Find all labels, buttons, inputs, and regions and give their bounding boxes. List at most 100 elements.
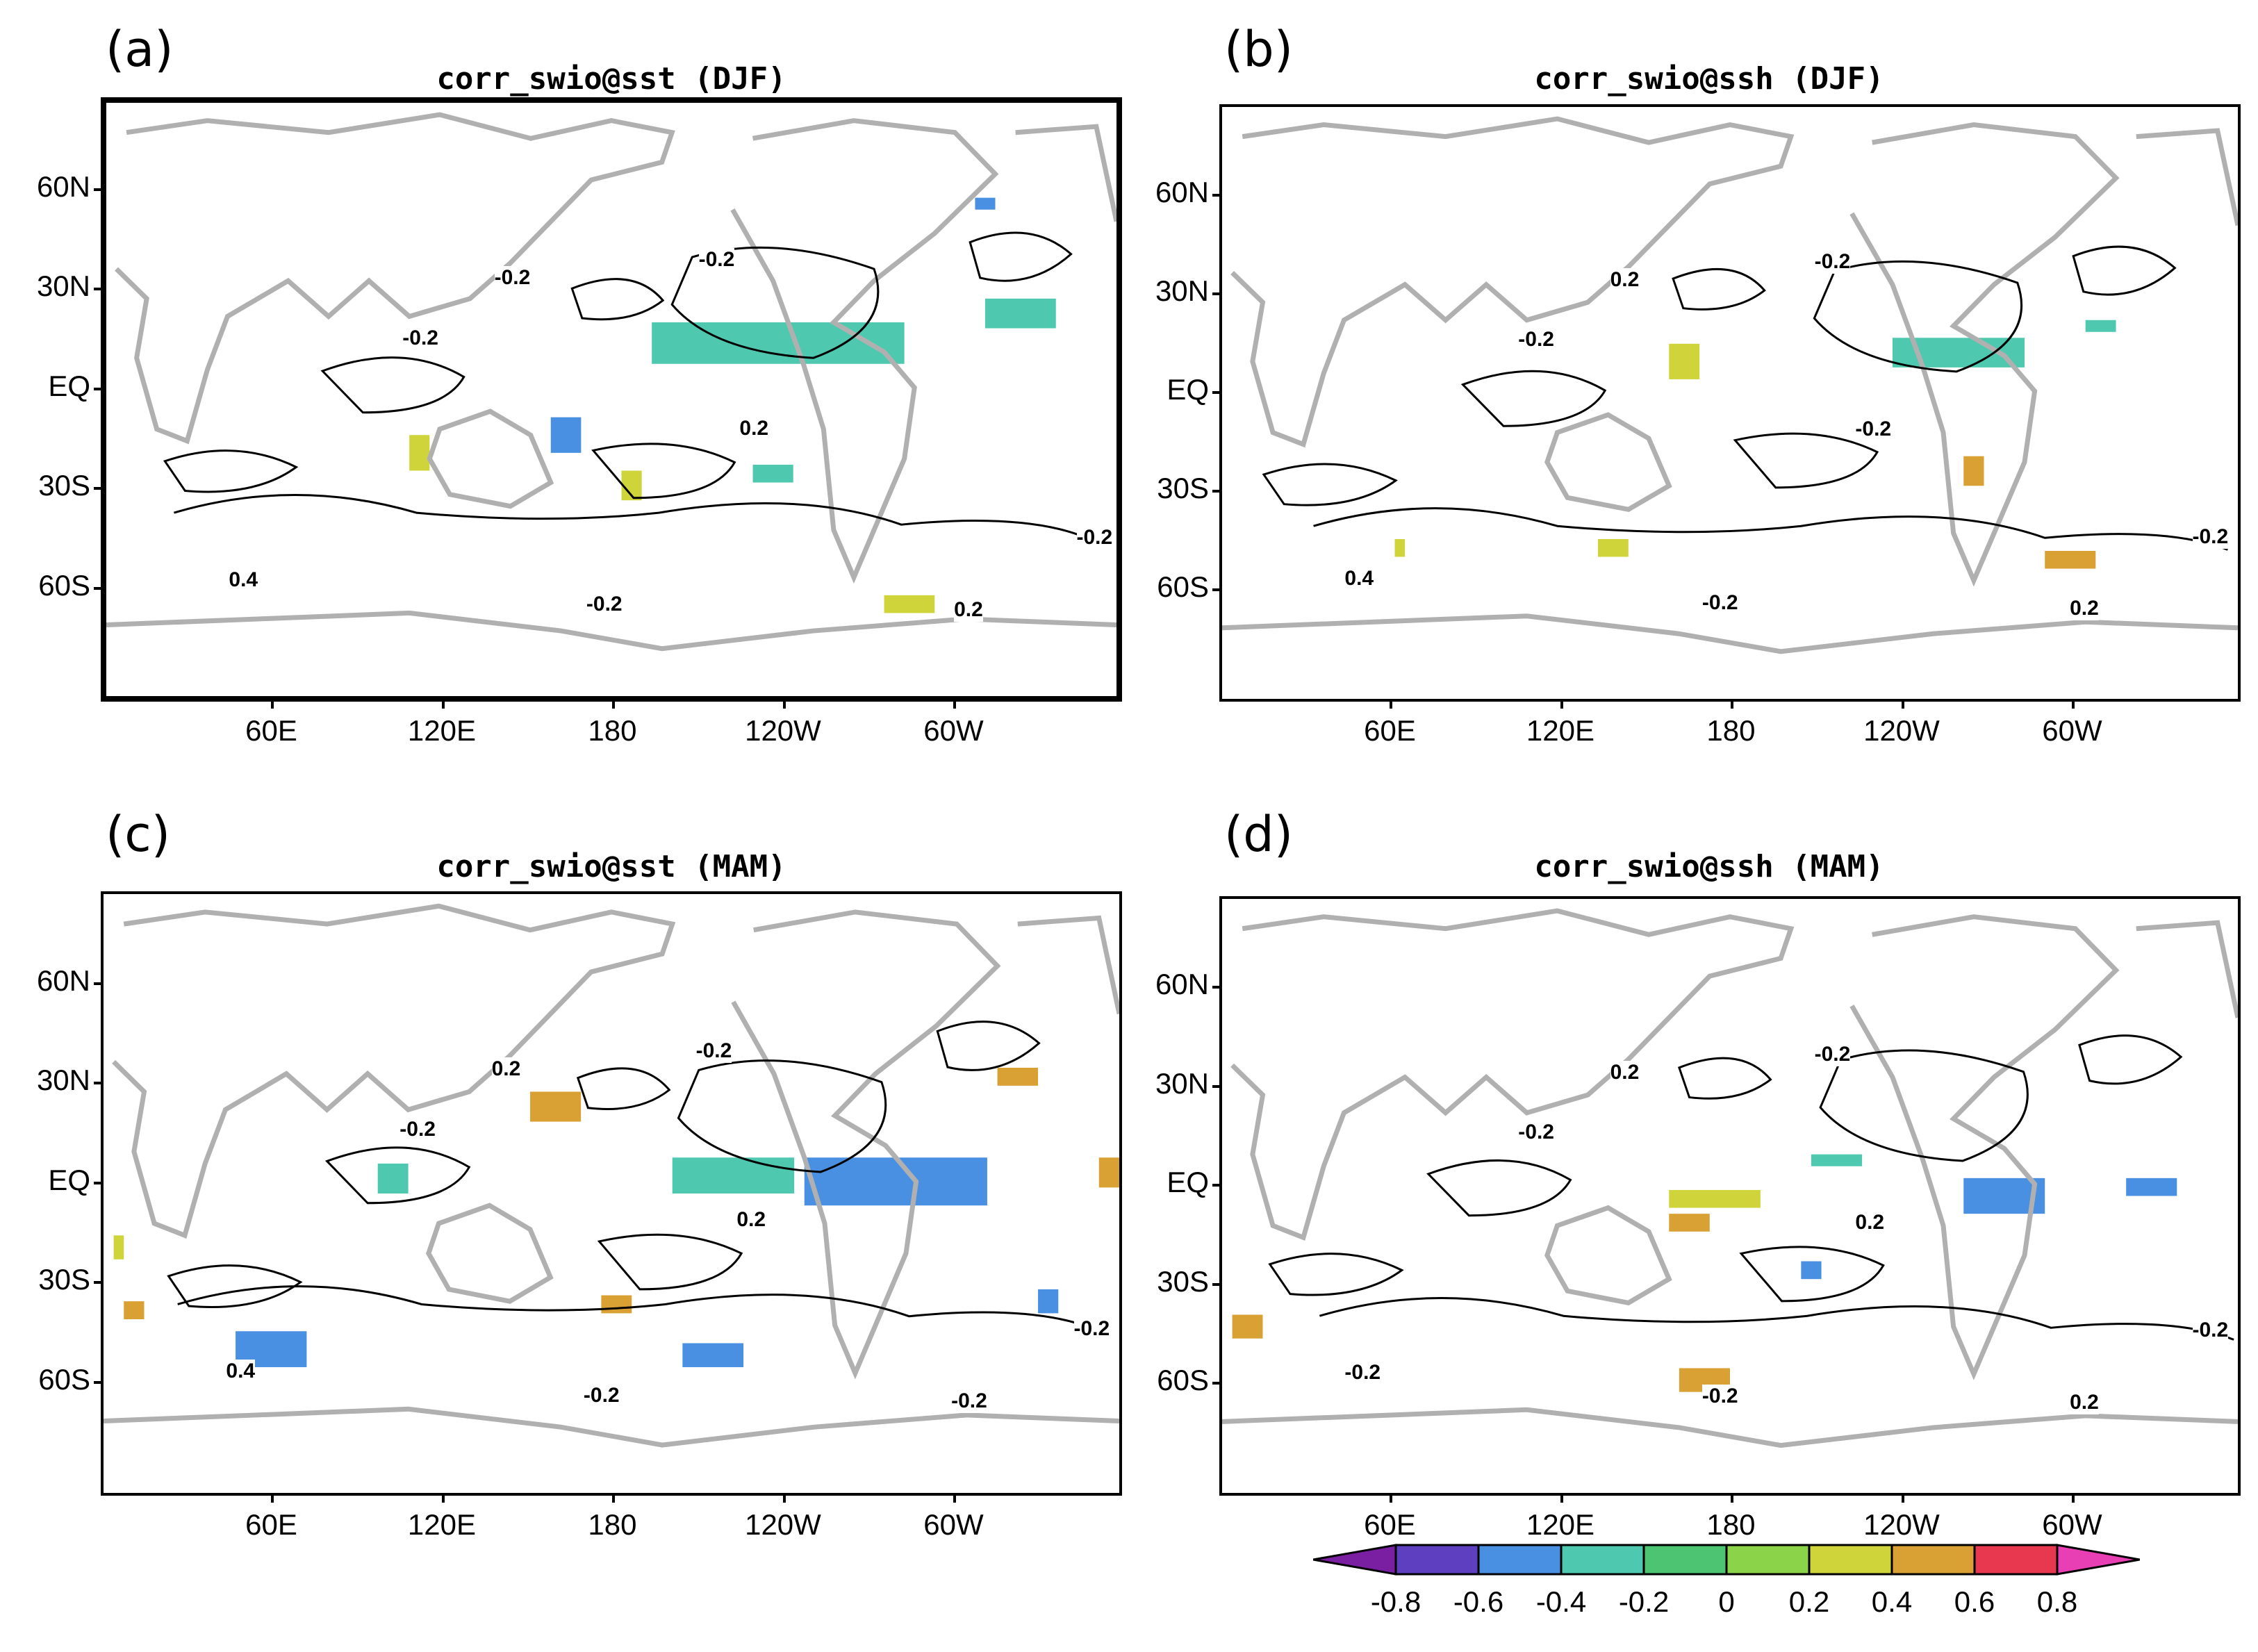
y-tick-label: 30N [1155, 274, 1209, 307]
panel-title: corr_swio@sst (MAM) [436, 849, 786, 884]
contour-line [1314, 509, 2228, 550]
colorbar-swatch [1725, 1544, 1811, 1576]
contour-line [578, 1068, 670, 1109]
y-tick-label: 60S [38, 568, 90, 602]
coastline [2136, 923, 2238, 1018]
y-tick [94, 1082, 102, 1085]
contour-label: 0.2 [1610, 1061, 1640, 1084]
shaded-region-teal [377, 1163, 409, 1193]
contour-label: -0.2 [1518, 1121, 1554, 1145]
contour-label: 0.4 [229, 568, 258, 592]
contour-line [678, 1061, 885, 1172]
contour-label: -0.2 [1073, 1317, 1110, 1341]
shaded-region-blue [975, 197, 996, 210]
contour-label: 0.2 [2070, 1390, 2099, 1414]
y-tick [1212, 1084, 1221, 1088]
contour-label: -0.2 [399, 1117, 436, 1141]
contour-line [593, 444, 735, 498]
map-plot [1222, 107, 2238, 699]
x-tick [1901, 700, 1904, 709]
shaded-region-orange [2045, 551, 2096, 569]
shaded-region-yellow [113, 1235, 124, 1259]
contour-line [1264, 464, 1396, 505]
x-tick-label: 120E [407, 714, 477, 747]
y-tick [94, 387, 102, 390]
shaded-region-blue [550, 417, 582, 453]
shaded-region-blue [2126, 1178, 2177, 1196]
shaded-region-orange [124, 1301, 145, 1320]
x-tick [1390, 700, 1393, 709]
shaded-region-yellow [409, 435, 430, 471]
contour-line [1735, 433, 1877, 488]
y-tick [94, 288, 102, 291]
contour-line [1814, 261, 2021, 371]
y-tick-label: 30S [38, 1263, 90, 1296]
y-tick [1212, 292, 1221, 295]
contour-line [572, 279, 663, 320]
shaded-region-yellow [1597, 538, 1629, 557]
x-tick-label: 180 [588, 1508, 637, 1541]
contour-line [599, 1234, 741, 1289]
y-tick [1212, 1184, 1221, 1187]
y-tick [94, 586, 102, 590]
contour-label: -0.2 [586, 592, 623, 616]
contour-label: -0.2 [951, 1389, 987, 1414]
x-tick-label: 60E [245, 714, 297, 747]
x-tick [2072, 1494, 2075, 1503]
shaded-region-teal [752, 464, 793, 483]
panel-label: (d) [1224, 806, 1294, 863]
x-tick-label: 120E [1526, 1508, 1595, 1541]
shaded-region-orange [1098, 1157, 1119, 1188]
coastline [1233, 911, 1791, 1237]
shaded-region-blue [1801, 1261, 1822, 1280]
y-tick [1212, 588, 1221, 591]
contour-line [1741, 1247, 1884, 1301]
contour-line [169, 1266, 301, 1307]
contour-line [1462, 371, 1605, 426]
x-tick [1731, 1494, 1734, 1503]
colorbar-tick-label: 0.4 [1871, 1585, 1913, 1618]
contour-label: 0.2 [739, 417, 769, 441]
y-tick-label: 30S [1157, 471, 1209, 504]
y-tick [94, 487, 102, 490]
y-tick [1212, 1382, 1221, 1385]
coastline [104, 1409, 1119, 1445]
panel-label: (b) [1224, 21, 1294, 78]
map-plot [106, 103, 1116, 696]
panel-label: (a) [106, 21, 174, 78]
y-tick-label: 60N [1155, 176, 1209, 208]
x-tick-label: 120E [1526, 714, 1595, 747]
contour-line [178, 1287, 1092, 1328]
coastline [1852, 917, 2116, 1374]
map-frame: 0.2 -0.2 -0.2 0.2 -0.2 0.4 -0.2 -0.2 [101, 891, 1122, 1496]
y-tick [94, 1281, 102, 1285]
y-tick [94, 1181, 102, 1184]
y-tick [1212, 489, 1221, 493]
coastline [733, 912, 997, 1373]
colorbar-tick-label: -0.8 [1370, 1585, 1421, 1618]
x-tick-label: 60E [245, 1508, 297, 1541]
colorbar-swatch [1808, 1544, 1893, 1576]
colorbar-tick-label: 0 [1718, 1585, 1735, 1618]
coastline [1547, 415, 1669, 509]
y-tick-label: EQ [48, 1163, 90, 1196]
colorbar-tick-label: -0.2 [1618, 1585, 1670, 1618]
shaded-region-teal [2085, 320, 2116, 332]
x-tick-label: 120W [1863, 714, 1940, 747]
contour-line [165, 451, 296, 492]
colorbar-swatch [1890, 1544, 1976, 1576]
x-tick-label: 120E [407, 1508, 477, 1541]
colorbar-swatch [1394, 1544, 1480, 1576]
coastline [1852, 125, 2116, 581]
contour-label: -0.2 [2192, 1319, 2229, 1343]
x-tick-label: 60W [2042, 714, 2102, 747]
coastline [2136, 131, 2238, 225]
y-tick [1212, 194, 1221, 197]
y-tick-label: EQ [1167, 1166, 1209, 1199]
colorbar-tick-label: 0.6 [1954, 1585, 1995, 1618]
colorbar-tick-label: 0.8 [2036, 1585, 2078, 1618]
shaded-region-yellow [884, 595, 935, 613]
coastline [1222, 1410, 2238, 1445]
colorbar-tick-label: -0.4 [1535, 1585, 1587, 1618]
contour-line [1820, 1050, 2027, 1161]
